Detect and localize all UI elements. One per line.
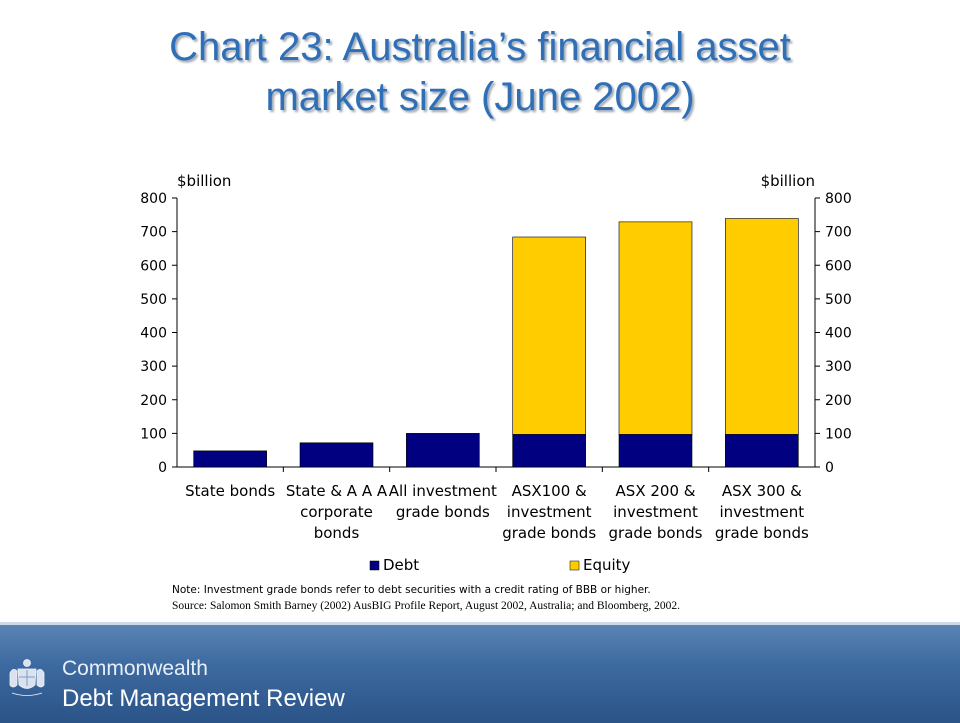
- x-category-label: investment: [719, 503, 804, 521]
- x-category-label: investment: [613, 503, 698, 521]
- y-tick-label-left: 400: [140, 326, 167, 342]
- chart-title-line-1: Chart 23: Australia’s financial asset: [169, 25, 791, 69]
- chart-note: Note: Investment grade bonds refer to de…: [172, 584, 651, 596]
- x-category-label: grade bonds: [715, 524, 809, 542]
- bar-debt-2: [299, 442, 374, 468]
- y-tick-label-right: 500: [825, 292, 852, 308]
- legend-label-equity: Equity: [583, 556, 631, 574]
- coat-of-arms-icon: [9, 659, 45, 696]
- y-tick-label-right: 700: [825, 225, 852, 241]
- y-tick-label-right: 200: [825, 393, 852, 409]
- y-tick-label-left: 800: [140, 191, 167, 207]
- y-tick-label-right: 800: [825, 191, 852, 207]
- bar-debt-4: [512, 434, 586, 468]
- y-tick-label-right: 600: [825, 258, 852, 274]
- y-tick-label-left: 500: [140, 292, 167, 308]
- y-tick-label-left: 600: [140, 258, 167, 274]
- plot-area: 0 0 100 100 200 200 300 300 400 400 500 500 600 600 70…: [140, 172, 851, 574]
- x-category-label: grade bonds: [502, 524, 596, 542]
- x-category-label: grade bonds: [609, 524, 703, 542]
- y-axis-unit-right: $billion: [761, 172, 815, 190]
- y-tick-label-left: 300: [140, 359, 167, 375]
- chart-title-line-2: market size (June 2002): [265, 75, 695, 119]
- bar-debt-1: [193, 450, 267, 468]
- x-category-label: ASX 200 &: [616, 482, 696, 500]
- y-tick-label-left: 200: [140, 393, 167, 409]
- chart-title: Chart 23: Australia’s financial asset ma…: [0, 22, 960, 122]
- bar-chart: 0 0 100 100 200 200 300 300 400 400 500 500 600 600 70…: [140, 172, 851, 574]
- x-category-label: corporate: [300, 503, 373, 521]
- legend-label-debt: Debt: [383, 556, 419, 574]
- footer-review-label: Debt Management Review: [62, 685, 345, 712]
- y-tick-label-left: 100: [140, 426, 167, 442]
- chart-source: Source: Salomon Smith Barney (2002) AusB…: [172, 600, 680, 612]
- x-category-label: bonds: [314, 524, 360, 542]
- x-category-label: ASX 300 &: [722, 482, 802, 500]
- x-category-label: ASX100 &: [512, 482, 587, 500]
- y-tick-label-right: 100: [825, 426, 852, 442]
- x-category-label: All investment: [389, 482, 497, 500]
- bar-equity-5: [618, 221, 693, 435]
- x-category-label: State bonds: [185, 482, 275, 500]
- x-category-label: investment: [507, 503, 592, 521]
- bar-debt-6: [725, 434, 799, 468]
- footer-banner: Commonwealth Debt Management Review: [0, 622, 960, 723]
- legend-swatch-debt: [369, 560, 380, 571]
- x-category-label: grade bonds: [396, 503, 490, 521]
- bar-debt-5: [618, 434, 693, 468]
- bar-equity-6: [725, 218, 799, 435]
- x-category-label: State & A A A: [286, 482, 388, 500]
- y-tick-label-left: 700: [140, 225, 167, 241]
- footer-org-label: Commonwealth: [62, 657, 208, 680]
- bar-equity-4: [512, 236, 586, 435]
- y-tick-label-left: 0: [158, 460, 167, 476]
- y-tick-label-right: 300: [825, 359, 852, 375]
- y-tick-label-right: 400: [825, 326, 852, 342]
- y-axis-unit-left: $billion: [177, 172, 231, 190]
- y-tick-label-right: 0: [825, 460, 834, 476]
- bar-debt-3: [406, 433, 480, 468]
- legend-swatch-equity: [569, 560, 580, 571]
